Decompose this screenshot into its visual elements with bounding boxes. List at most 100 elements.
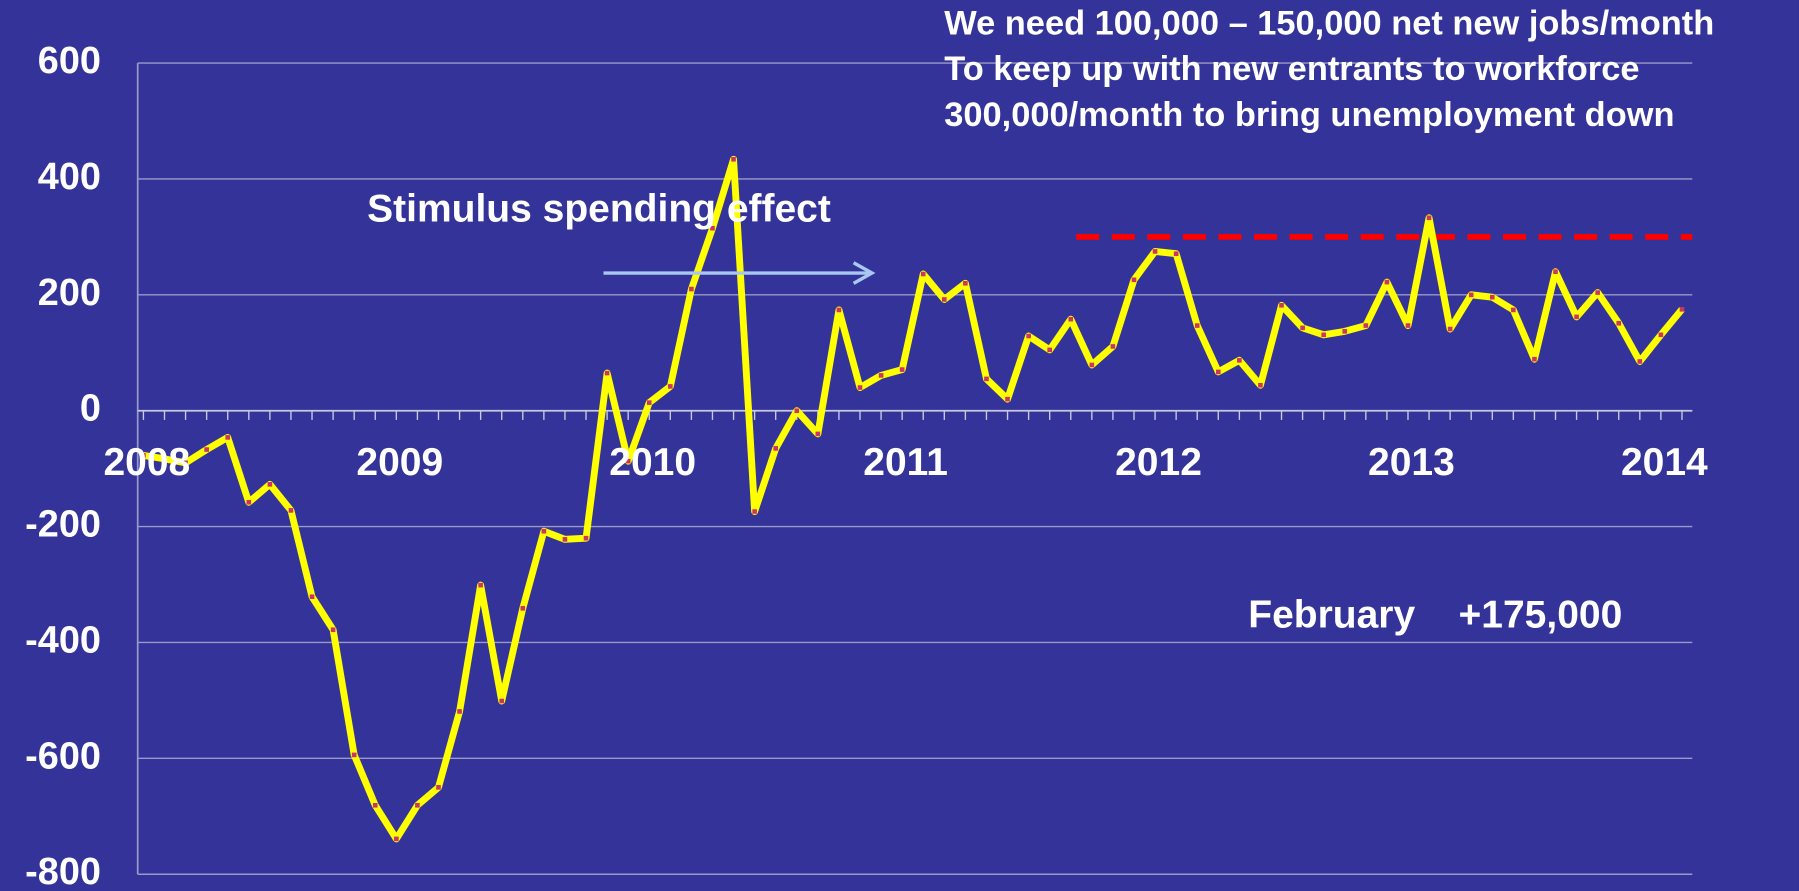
data-point <box>1047 347 1052 353</box>
data-point <box>1279 302 1284 308</box>
data-point <box>1426 215 1432 221</box>
data-point <box>710 225 715 231</box>
data-point <box>330 627 336 633</box>
data-point <box>920 271 926 277</box>
data-point <box>288 508 294 513</box>
data-point <box>815 431 821 437</box>
data-point <box>394 836 399 842</box>
annotation: February +175,000 <box>1248 594 1622 637</box>
annotation: Stimulus spending effect <box>367 187 831 230</box>
data-point <box>1110 344 1116 349</box>
data-point <box>1511 307 1516 313</box>
data-point <box>836 307 842 313</box>
data-point <box>1342 329 1348 334</box>
data-point <box>899 367 905 372</box>
data-point <box>309 594 315 600</box>
data-point <box>141 453 146 458</box>
data-point <box>1258 382 1263 388</box>
annotation: To keep up with new entrants to workforc… <box>944 50 1639 88</box>
data-point <box>1068 316 1074 322</box>
data-point <box>625 458 631 464</box>
data-point <box>1216 369 1221 375</box>
data-point <box>794 408 800 414</box>
data-point <box>1574 314 1579 320</box>
data-point <box>1194 323 1200 328</box>
data-point <box>752 509 757 514</box>
arrow-head <box>852 261 876 285</box>
data-point <box>499 698 505 704</box>
data-point <box>1152 249 1158 254</box>
data-point <box>1321 332 1326 338</box>
grid <box>136 62 1693 875</box>
y-tick-label: 0 <box>80 388 101 430</box>
annotation: We need 100,000 – 150,000 net new jobs/m… <box>944 4 1714 42</box>
y-tick-label: 600 <box>38 40 101 82</box>
data-point <box>415 803 420 808</box>
data-point <box>1658 332 1664 338</box>
y-tick-label: 200 <box>38 272 101 314</box>
y-tick-label: -800 <box>25 851 101 891</box>
y-tick-label: -400 <box>25 619 101 661</box>
data-point <box>225 435 231 440</box>
data-point <box>668 384 673 389</box>
data-point <box>372 803 378 808</box>
x-tick-label: 2013 <box>1368 441 1455 484</box>
data-point <box>984 376 989 382</box>
data-point <box>773 446 778 451</box>
data-point <box>478 582 483 588</box>
annotation: 300,000/month to bring unemployment down <box>944 96 1674 134</box>
data-point <box>520 606 526 611</box>
data-point <box>1300 325 1305 331</box>
x-tick-label: 2012 <box>1115 441 1202 484</box>
data-point <box>436 785 441 790</box>
data-point <box>583 535 589 541</box>
data-point <box>457 709 462 714</box>
data-point <box>183 460 188 466</box>
data-point <box>942 297 947 302</box>
data-point <box>1595 290 1600 295</box>
x-tick-label: 2010 <box>609 441 696 484</box>
data-point <box>1679 307 1685 312</box>
data-point <box>246 499 252 505</box>
data-point <box>562 537 568 542</box>
data-point <box>646 400 652 405</box>
data-point <box>1089 362 1095 368</box>
data-point <box>731 156 736 162</box>
data-point <box>1173 251 1179 257</box>
x-tick-label: 2008 <box>103 441 190 484</box>
data-point <box>1026 333 1031 339</box>
y-tick-label: -200 <box>25 504 101 546</box>
plot <box>141 155 1693 843</box>
data-point <box>1131 277 1137 283</box>
y-tick-label: -600 <box>25 735 101 777</box>
data-line <box>142 155 1685 843</box>
data-point <box>604 370 610 376</box>
data-point <box>1447 326 1453 332</box>
data-point <box>1405 323 1411 328</box>
x-tick-label: 2009 <box>356 441 443 484</box>
data-point <box>162 456 167 462</box>
x-tick-label: 2014 <box>1621 441 1708 484</box>
data-point <box>689 286 694 292</box>
y-tick-label: 400 <box>38 156 101 198</box>
data-point <box>1616 320 1622 326</box>
data-point <box>878 373 884 378</box>
data-point <box>1384 279 1390 285</box>
data-point <box>963 280 968 286</box>
data-point <box>1363 323 1369 328</box>
data-point <box>351 752 357 758</box>
data-point <box>204 447 209 452</box>
data-point <box>1489 294 1495 300</box>
data-point <box>267 482 273 487</box>
data-point <box>1237 358 1242 363</box>
data-point <box>1005 396 1010 402</box>
data-point <box>541 528 547 534</box>
x-tick-label: 2011 <box>863 441 948 484</box>
data-point <box>1532 356 1537 362</box>
data-point <box>1553 269 1558 274</box>
data-point <box>1468 292 1474 298</box>
data-point <box>1637 359 1643 364</box>
data-point <box>857 385 863 390</box>
